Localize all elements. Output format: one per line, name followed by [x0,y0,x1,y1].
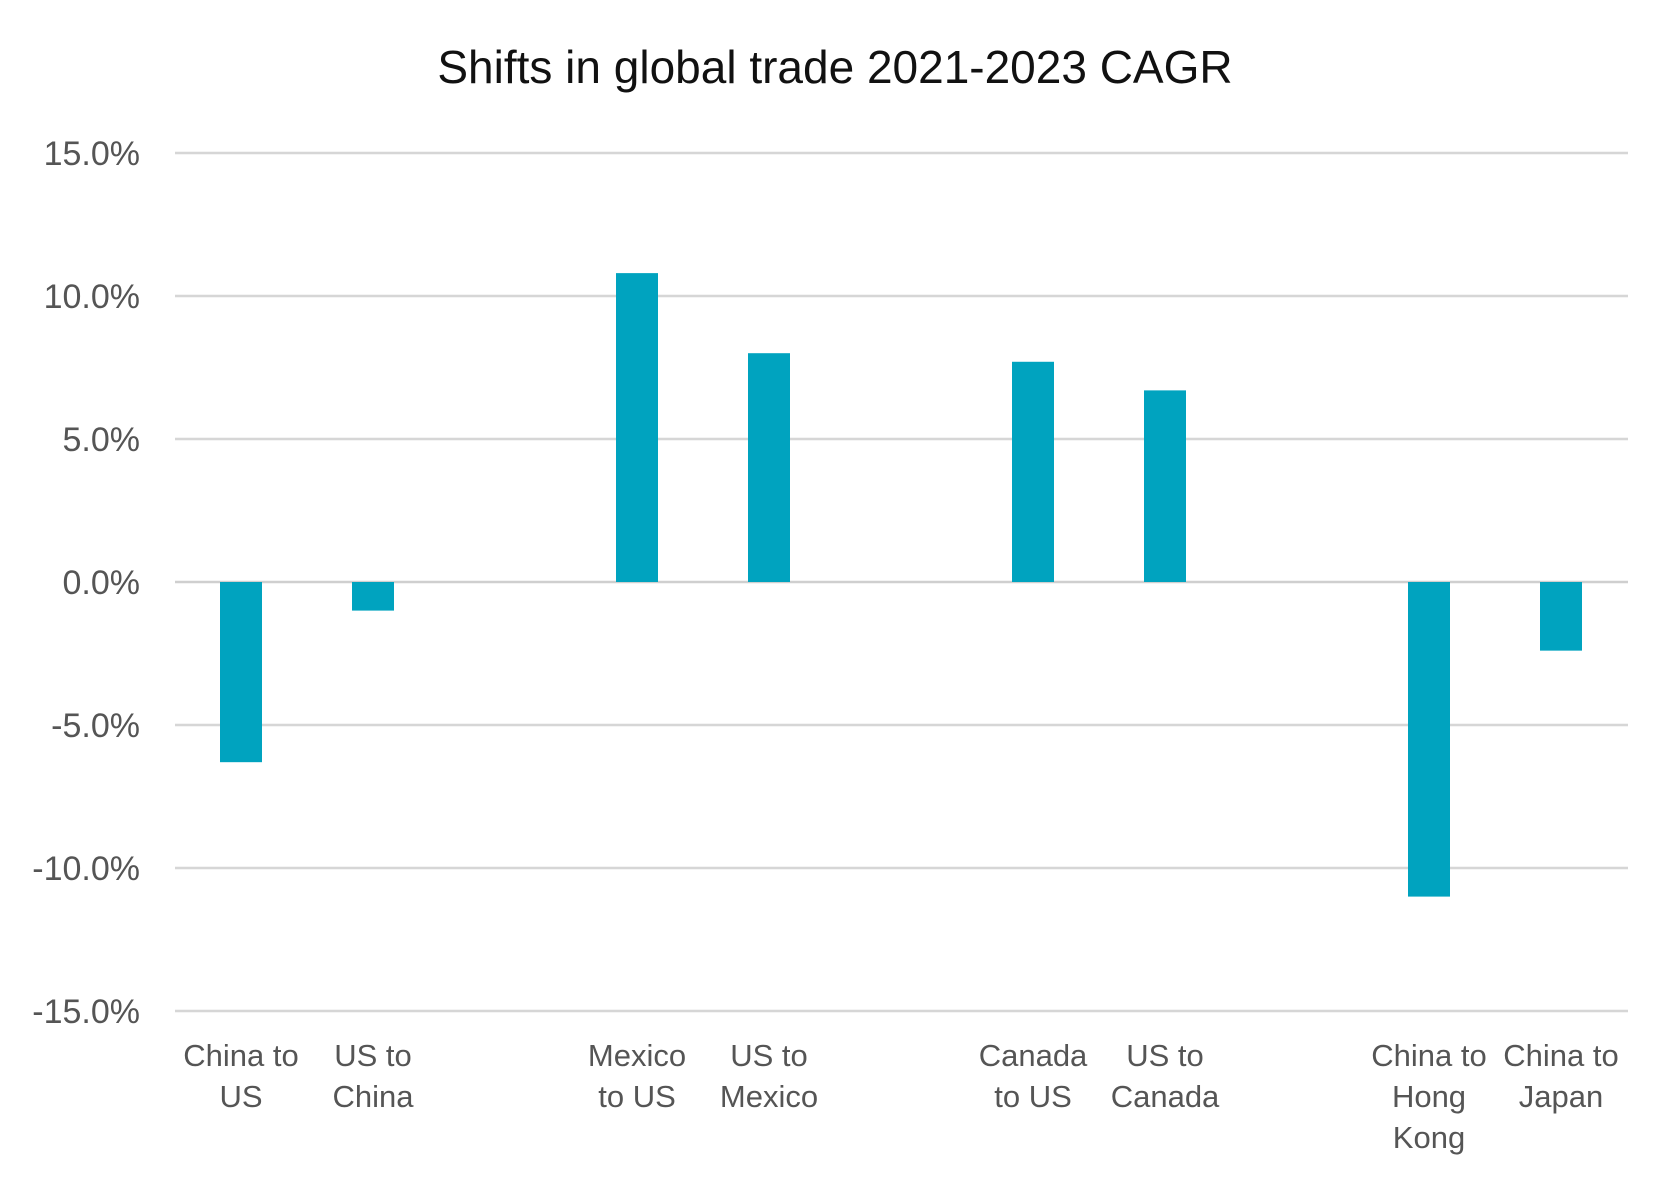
chart-title: Shifts in global trade 2021-2023 CAGR [437,41,1232,93]
bar [1540,582,1582,651]
y-tick-label: 15.0% [44,135,140,173]
bar [1144,390,1186,582]
bar [1012,361,1054,582]
x-tick-label: US to China [333,1038,415,1114]
y-tick-label: -15.0% [32,993,140,1031]
x-tick-label: US to Canada [1111,1038,1220,1114]
y-tick-label: 5.0% [63,421,141,459]
y-tick-label: -5.0% [51,707,140,745]
bars [220,273,1582,897]
bar [616,273,658,582]
x-tick-label: China to US [183,1038,298,1114]
bar [220,582,262,763]
x-tick-label: US to Mexico [720,1038,818,1114]
bar [748,353,790,582]
y-tick-label: -10.0% [32,850,140,888]
x-tick-label: Mexico to US [588,1038,686,1114]
gridlines [175,151,1628,1013]
y-tick-label: 0.0% [63,564,141,602]
x-axis-labels: China to US US to China Mexico to US US to Mexi… [183,1038,1618,1155]
x-tick-label: Canada to US [979,1038,1088,1114]
y-axis-ticks: 15.0% 10.0% 5.0% 0.0% -5.0% -10.0% -15.0% [32,135,140,1031]
y-tick-label: 10.0% [44,278,140,316]
x-tick-label: China to Japan [1503,1038,1618,1114]
bar [1408,582,1450,897]
x-tick-label: China to Hong Kong [1371,1038,1486,1155]
bar [352,582,394,611]
